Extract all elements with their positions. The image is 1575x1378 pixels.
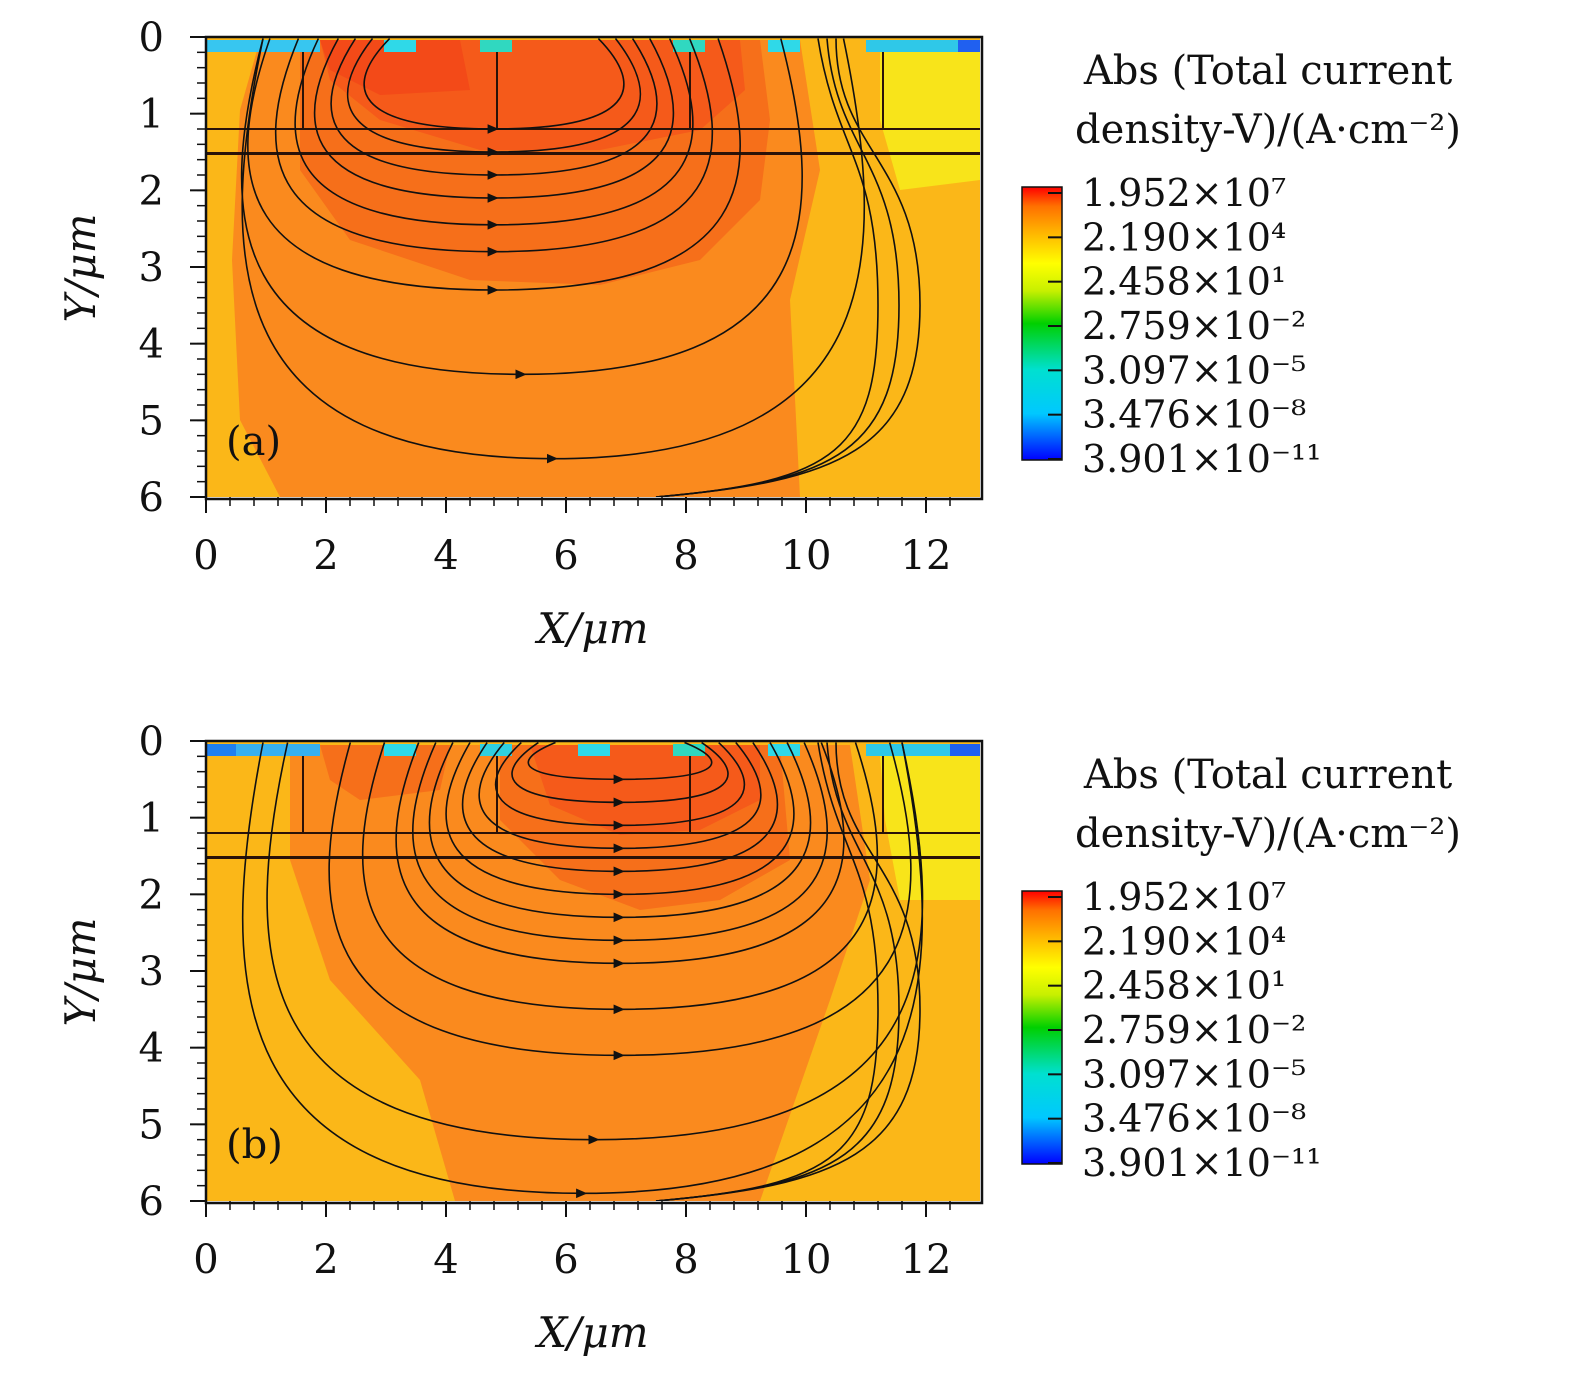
panel-b-x-tick-label: 2: [313, 1237, 338, 1283]
panel-b-streamline: [412, 742, 828, 946]
panel-a-x-tick-label: 2: [313, 533, 338, 579]
panel-b-x-tick-label: 6: [553, 1237, 578, 1283]
panel-b-field-map: [206, 741, 980, 1201]
panel-a-x-tick-label: 10: [781, 533, 832, 579]
panel-b-colorbar-label: 2.458×10¹: [1082, 964, 1286, 1008]
panel-b-streamline: [445, 742, 795, 900]
panel-b-streamline: [461, 742, 779, 877]
panel-a-colorbar-label: 3.097×10⁻⁵: [1082, 348, 1306, 392]
panel-b-streamline: [241, 742, 924, 1199]
panel-a-y-axis-title: Y/μm: [56, 214, 105, 323]
panel-a-streamline: [294, 38, 694, 230]
panel-b-colorbar-labels: 1.952×10⁷2.190×10⁴2.458×10¹2.759×10⁻²3.0…: [1048, 875, 1322, 1185]
panel-a-x-tick-label: 4: [433, 533, 458, 579]
panel-b-x-axis-title: X/μm: [534, 1308, 648, 1357]
panel-a-y-tick-label: 4: [139, 322, 164, 368]
panel-a-streamline: [363, 37, 625, 134]
panel-b-colorbar-gradient: [1022, 891, 1062, 1164]
panel-a-x-tick-label: 0: [193, 533, 218, 579]
panel-b-colorbar-label: 2.759×10⁻²: [1082, 1008, 1306, 1052]
panel-a-y-tick-label: 1: [139, 92, 164, 138]
panel-b-y-tick-label: 3: [139, 949, 164, 995]
panel-a-colorbar-label: 3.901×10⁻¹¹: [1082, 437, 1322, 481]
panel-b-y-tick-label: 0: [139, 719, 164, 765]
panel-b-y-tick-label: 1: [139, 796, 164, 842]
panel-a-streamline: [247, 38, 741, 295]
panel-b-streamline-outer: [655, 742, 900, 1201]
panel-b-y-axis-title: Y/μm: [56, 918, 105, 1027]
panel-a-y-tick-label: 3: [139, 245, 164, 291]
panel-b-streamline: [428, 742, 812, 923]
panel-a-colorbar-label: 1.952×10⁷: [1082, 171, 1286, 215]
panel-a-colorbar-label: 2.190×10⁴: [1082, 215, 1286, 259]
panel-a-x-tick-label: 8: [673, 533, 698, 579]
panel-b-label: (b): [226, 1122, 283, 1168]
panel-b-streamline: [527, 741, 713, 785]
panel-a-streamline-outer: [655, 38, 921, 497]
panel-b-colorbar-label: 3.901×10⁻¹¹: [1082, 1141, 1322, 1185]
panel-b-streamline-outer: [655, 742, 921, 1201]
panel-b-x-tick-label: 0: [193, 1237, 218, 1283]
panel-b-y-tick-label: 4: [139, 1026, 164, 1072]
panel-a-colorbar-label: 3.476×10⁻⁸: [1082, 393, 1306, 437]
panel-a-colorbar-gradient: [1022, 187, 1062, 460]
panel-a-y-tick-label: 5: [139, 398, 164, 444]
panel-b-y-tick-label: 2: [139, 872, 164, 918]
panel-a-x-tick-label: 6: [553, 533, 578, 579]
panel-a-colorbar-label: 2.458×10¹: [1082, 260, 1286, 304]
panel-a-colorbar-title-2: density-V)/(A·cm⁻²): [1075, 107, 1461, 153]
panel-a-x-tick-label: 12: [901, 533, 952, 579]
panel-b-streamlines: [241, 741, 924, 1201]
panel-b-streamline: [478, 742, 762, 854]
panel-b-streamline: [494, 741, 746, 831]
panel-a-streamline: [347, 38, 641, 157]
panel-b-y-tick-label: 6: [139, 1179, 164, 1225]
panel-b-colorbar-frame: [1021, 890, 1063, 1165]
panel-a-streamline: [274, 38, 714, 257]
panel-a-colorbar-labels: 1.952×10⁷2.190×10⁴2.458×10¹2.759×10⁻²3.0…: [1048, 171, 1322, 481]
panel-b-colorbar-title-1: Abs (Total current: [1083, 752, 1452, 798]
panel-a-x-axis-title: X/μm: [534, 604, 648, 653]
panel-b-colorbar-title-2: density-V)/(A·cm⁻²): [1075, 811, 1461, 857]
panel-a-streamline-outer: [655, 38, 900, 497]
panel-a-y-tick-label: 0: [139, 15, 164, 61]
panel-b-colorbar: Abs (Total current density-V)/(A·cm⁻²) 1…: [1021, 752, 1461, 1185]
panel-b-x-tick-label: 4: [433, 1237, 458, 1283]
panel-a-y-tick-label: 6: [139, 475, 164, 521]
panel-a-y-tick-label: 2: [139, 168, 164, 214]
panel-b-colorbar-label: 3.097×10⁻⁵: [1082, 1052, 1306, 1096]
panel-a-colorbar-frame: [1021, 186, 1063, 461]
panel-b-colorbar-label: 2.190×10⁴: [1082, 919, 1286, 963]
panel-a-streamlines: [240, 37, 921, 497]
panel-b-streamline: [395, 742, 845, 969]
panel-b-x-tick-label: 10: [781, 1237, 832, 1283]
panel-b-streamline: [361, 742, 879, 1015]
panel-a-colorbar-label: 2.759×10⁻²: [1082, 304, 1306, 348]
panel-b-colorbar-label: 1.952×10⁷: [1082, 875, 1286, 919]
panel-b-x-tick-label: 8: [673, 1237, 698, 1283]
panel-a-colorbar-title-1: Abs (Total current: [1083, 48, 1452, 94]
panel-a-label: (a): [226, 419, 281, 465]
panel-b-streamline: [266, 742, 924, 1145]
panel-a-streamline: [241, 38, 866, 464]
panel-b-y-tick-label: 5: [139, 1102, 164, 1148]
panel-b-x-tick-label: 12: [901, 1237, 952, 1283]
panel-a-streamline: [330, 38, 658, 180]
panel-b-streamline-outer: [655, 742, 879, 1201]
panel-b-streamline: [511, 741, 729, 808]
panel-b-streamline: [328, 742, 912, 1061]
panel-b-colorbar-label: 3.476×10⁻⁸: [1082, 1097, 1306, 1141]
panel-a-field-map: [206, 37, 980, 497]
panel-a-streamline: [313, 38, 675, 203]
panel-a-streamline-outer: [655, 38, 879, 497]
panel-a-colorbar: Abs (Total current density-V)/(A·cm⁻²) 1…: [1021, 48, 1461, 481]
